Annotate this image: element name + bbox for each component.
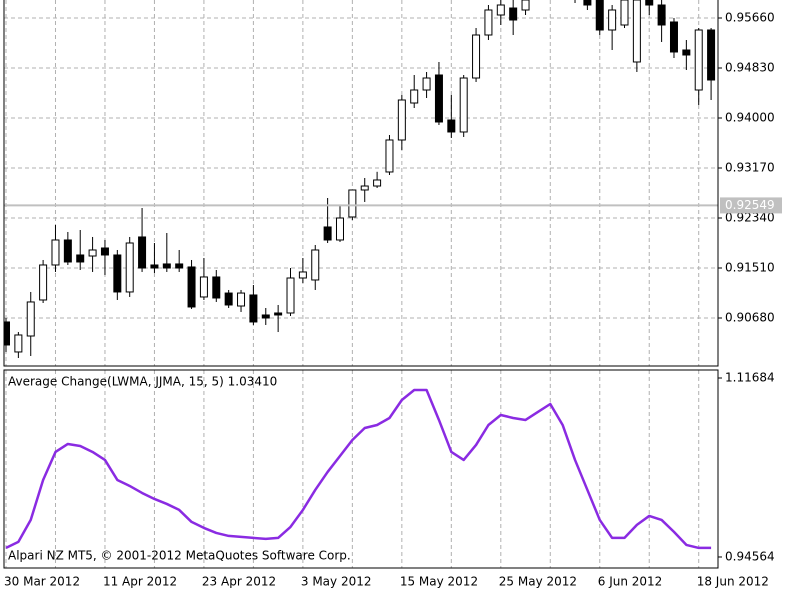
current-price-box <box>720 197 782 214</box>
copyright: Alpari NZ MT5, © 2001-2012 MetaQuotes So… <box>8 549 351 563</box>
y-tick-label: 0.92340 <box>725 210 775 224</box>
candle-body <box>138 236 147 269</box>
candle-body <box>385 139 394 173</box>
candle-body <box>583 0 592 6</box>
candle-body <box>237 292 246 307</box>
y-tick-label: 0.93170 <box>725 161 775 175</box>
candle-body <box>632 0 641 63</box>
candle-body <box>76 254 85 263</box>
indicator-frame <box>3 369 719 569</box>
candle-body <box>521 0 530 11</box>
candle-body <box>434 74 443 123</box>
y-tick-label: 0.94564 <box>725 549 775 563</box>
x-tick-label: 15 May 2012 <box>400 575 478 589</box>
y-tick-label: 0.94000 <box>725 111 775 125</box>
candle-body <box>410 89 419 104</box>
candle-body <box>669 21 678 53</box>
candle-body <box>14 334 23 353</box>
candle-body <box>39 264 48 301</box>
indicator-line <box>5 388 712 550</box>
candle-body <box>682 49 691 56</box>
candle-body <box>373 179 382 187</box>
x-tick-label: 25 May 2012 <box>499 575 577 589</box>
y-tick-label: 1.11684 <box>725 371 775 385</box>
candle-body <box>162 263 171 269</box>
candle-body <box>212 276 221 299</box>
candle-body <box>422 77 431 91</box>
candle-body <box>224 292 233 306</box>
x-tick-label: 18 Jun 2012 <box>697 575 769 589</box>
candle-body <box>4 321 10 346</box>
candle-body <box>496 4 505 16</box>
candle-body <box>484 9 493 36</box>
candle-body <box>397 99 406 141</box>
candle-body <box>249 294 258 323</box>
candle-body <box>88 249 97 257</box>
x-tick-label: 23 Apr 2012 <box>202 575 276 589</box>
axes: 30 Mar 2012 11 Apr 2012 23 Apr 2012 3 May 2… <box>4 11 782 589</box>
candle-body <box>113 254 122 293</box>
candle-body <box>459 77 468 133</box>
candle-body <box>311 249 320 281</box>
candle-body <box>100 247 109 256</box>
candle-body <box>509 7 518 21</box>
x-tick-label: 6 Jun 2012 <box>598 575 663 589</box>
x-tick-label: 11 Apr 2012 <box>103 575 177 589</box>
candle-body <box>360 185 369 191</box>
current-price-label: 0.92549 <box>725 198 775 212</box>
y-tick-label: 0.90680 <box>725 310 775 324</box>
indicator-title: Average Change(LWMA, JJMA, 15, 5) 1.0341… <box>8 375 277 389</box>
candle-body <box>323 226 332 241</box>
indicator-pane <box>5 370 712 568</box>
y-tick-label: 0.94830 <box>725 61 775 75</box>
candle-body <box>199 276 208 298</box>
candle-body <box>694 29 703 91</box>
candle-body <box>261 314 270 319</box>
x-tick-label: 30 Mar 2012 <box>4 575 80 589</box>
candle-body <box>335 217 344 241</box>
candle-body <box>657 4 666 26</box>
candle-body <box>348 189 357 218</box>
candle-body <box>472 34 481 79</box>
candle-body <box>26 301 35 337</box>
candle-body <box>187 266 196 308</box>
candle-body <box>620 0 629 26</box>
price-pane <box>4 0 718 366</box>
candle-body <box>447 119 456 133</box>
candle-body <box>63 239 72 263</box>
x-tick-label: 3 May 2012 <box>301 575 372 589</box>
price-frame <box>3 0 719 367</box>
y-tick-label: 0.95660 <box>725 11 775 25</box>
candle-body <box>175 263 184 269</box>
candle-body <box>608 9 617 31</box>
candle-body <box>51 239 60 266</box>
candle-body <box>595 0 604 31</box>
candle-body <box>274 312 283 316</box>
candle-body <box>707 29 716 81</box>
candle-body <box>298 271 307 279</box>
candle-body <box>150 264 159 269</box>
candle-body <box>125 242 134 293</box>
y-tick-label: 0.91510 <box>725 260 775 274</box>
candle-body <box>645 0 654 6</box>
candle-body <box>286 277 295 314</box>
